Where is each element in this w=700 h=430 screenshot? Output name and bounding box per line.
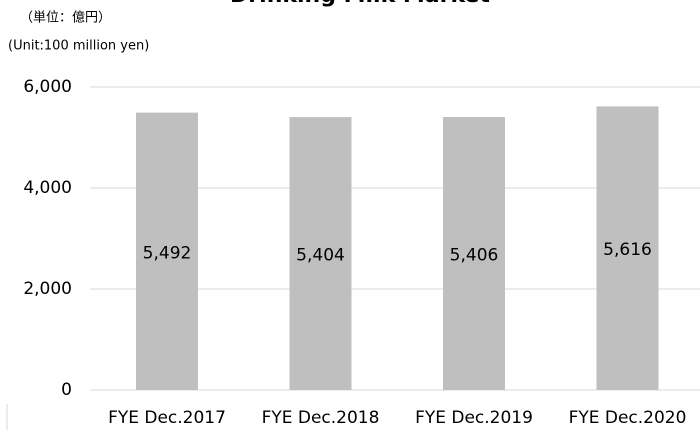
bar	[596, 106, 659, 390]
y-tick-label: 2,000	[23, 279, 72, 299]
y-tick-label: 4,000	[23, 178, 72, 198]
data-label: 5,616	[603, 240, 652, 260]
unit-label: (Unit:100 million yen)	[8, 39, 149, 54]
x-tick-label: FYE Dec.2020	[569, 408, 687, 428]
bar	[136, 112, 198, 391]
x-tick-label: FYE Dec.2018	[262, 408, 380, 428]
chart-title: Drinking Milk Market	[230, 0, 490, 8]
y-tick-label: 6,000	[23, 77, 72, 97]
unit-label-ja: （単位：億円）	[20, 10, 111, 26]
data-label: 5,404	[296, 246, 345, 266]
data-label: 5,492	[143, 243, 192, 263]
bar	[443, 116, 505, 390]
y-tick-label: 0	[61, 380, 72, 400]
x-tick-label: FYE Dec.2017	[108, 408, 226, 428]
bar	[289, 117, 352, 391]
x-tick-label: FYE Dec.2019	[415, 408, 533, 428]
data-label: 5,406	[450, 245, 499, 265]
